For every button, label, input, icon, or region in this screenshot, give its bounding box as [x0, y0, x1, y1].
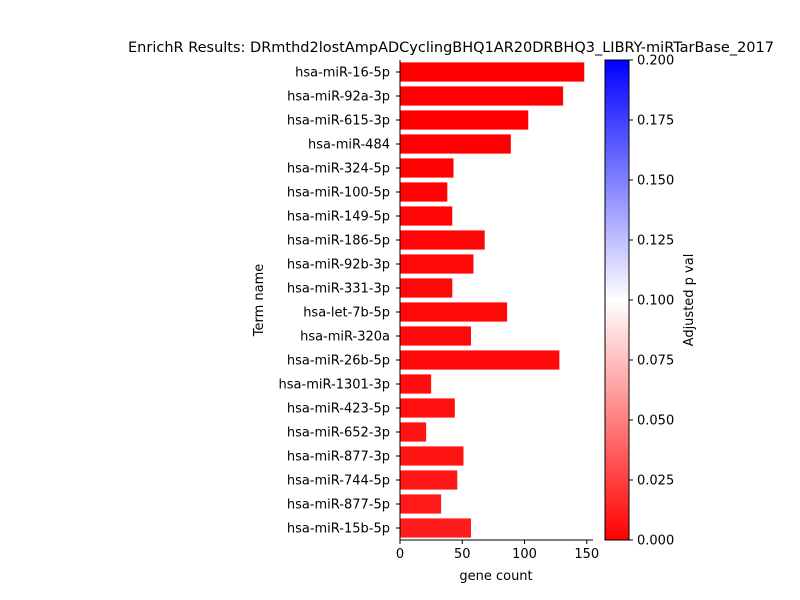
bar-hsa-miR-877-3p: [400, 446, 464, 466]
y-tick-label-hsa-miR-16-5p: hsa-miR-16-5p: [295, 66, 390, 81]
x-axis-label: gene count: [459, 569, 532, 584]
y-tick-label-hsa-miR-26b-5p: hsa-miR-26b-5p: [287, 354, 390, 369]
x-tick-label-150: 150: [574, 547, 599, 562]
bar-hsa-let-7b-5p: [400, 302, 508, 322]
bar-hsa-miR-331-3p: [400, 278, 453, 298]
y-tick-label-hsa-miR-877-3p: hsa-miR-877-3p: [287, 450, 390, 465]
colorbar-tick-label-0.100: 0.100: [637, 294, 674, 309]
colorbar-tick-label-0.000: 0.000: [637, 534, 674, 549]
bar-hsa-miR-92b-3p: [400, 254, 474, 274]
bar-hsa-miR-92a-3p: [400, 86, 564, 106]
y-tick-label-hsa-miR-652-3p: hsa-miR-652-3p: [287, 426, 390, 441]
y-tick-label-hsa-miR-324-5p: hsa-miR-324-5p: [287, 162, 390, 177]
colorbar-ticks: 0.000 0.025 0.050 0.075 0.100 0.125 0.150 0.175…: [629, 54, 674, 549]
x-axis: 0 50 100 150: [396, 540, 599, 562]
bar-hsa-miR-149-5p: [400, 206, 453, 226]
bar-hsa-miR-744-5p: [400, 470, 458, 490]
y-tick-label-hsa-miR-615-3p: hsa-miR-615-3p: [287, 114, 390, 129]
y-tick-label-hsa-miR-186-5p: hsa-miR-186-5p: [287, 234, 390, 249]
bar-hsa-miR-423-5p: [400, 398, 455, 418]
x-tick-label-0: 0: [396, 547, 404, 562]
y-tick-label-hsa-miR-320a: hsa-miR-320a: [300, 330, 390, 345]
colorbar-tick-label-0.125: 0.125: [637, 234, 674, 249]
colorbar-tick-label-0.200: 0.200: [637, 54, 674, 69]
bar-series: [400, 62, 585, 538]
bar-hsa-miR-1301-3p: [400, 374, 432, 394]
bar-hsa-miR-100-5p: [400, 182, 448, 202]
y-tick-label-hsa-miR-92b-3p: hsa-miR-92b-3p: [287, 258, 390, 273]
colorbar: [604, 59, 630, 541]
x-tick-label-100: 100: [512, 547, 537, 562]
y-tick-label-hsa-miR-1301-3p: hsa-miR-1301-3p: [279, 378, 390, 393]
bar-hsa-miR-324-5p: [400, 158, 454, 178]
bar-hsa-miR-16-5p: [400, 62, 585, 82]
y-tick-label-hsa-miR-149-5p: hsa-miR-149-5p: [287, 210, 390, 225]
y-tick-label-hsa-miR-100-5p: hsa-miR-100-5p: [287, 186, 390, 201]
bar-hsa-miR-615-3p: [400, 110, 529, 130]
y-tick-label-hsa-miR-423-5p: hsa-miR-423-5p: [287, 402, 390, 417]
y-tick-label-hsa-let-7b-5p: hsa-let-7b-5p: [303, 306, 390, 321]
y-tick-label-hsa-miR-92a-3p: hsa-miR-92a-3p: [287, 90, 390, 105]
y-axis-label: Term name: [252, 264, 267, 338]
colorbar-tick-label-0.175: 0.175: [637, 114, 674, 129]
y-tick-label-hsa-miR-877-5p: hsa-miR-877-5p: [287, 498, 390, 513]
colorbar-tick-label-0.025: 0.025: [637, 474, 674, 489]
colorbar-tick-label-0.075: 0.075: [637, 354, 674, 369]
bar-hsa-miR-26b-5p: [400, 350, 560, 370]
y-tick-label-hsa-miR-744-5p: hsa-miR-744-5p: [287, 474, 390, 489]
bar-hsa-miR-652-3p: [400, 422, 427, 442]
y-tick-label-hsa-miR-484: hsa-miR-484: [308, 138, 390, 153]
y-tick-labels: hsa-miR-16-5p hsa-miR-92a-3p hsa-miR-615-3…: [279, 66, 400, 537]
bar-hsa-miR-15b-5p: [400, 518, 471, 538]
bar-hsa-miR-877-5p: [400, 494, 442, 514]
chart-title: EnrichR Results: DRmthd2lostAmpADCycling…: [128, 40, 774, 56]
bar-hsa-miR-484: [400, 134, 511, 154]
colorbar-tick-label-0.050: 0.050: [637, 414, 674, 429]
y-tick-label-hsa-miR-331-3p: hsa-miR-331-3p: [287, 282, 390, 297]
x-tick-label-50: 50: [454, 547, 471, 562]
bar-hsa-miR-320a: [400, 326, 471, 346]
bar-hsa-miR-186-5p: [400, 230, 485, 250]
colorbar-tick-label-0.150: 0.150: [637, 174, 674, 189]
colorbar-label: Adjusted p val: [682, 254, 697, 347]
y-tick-label-hsa-miR-15b-5p: hsa-miR-15b-5p: [287, 522, 390, 537]
